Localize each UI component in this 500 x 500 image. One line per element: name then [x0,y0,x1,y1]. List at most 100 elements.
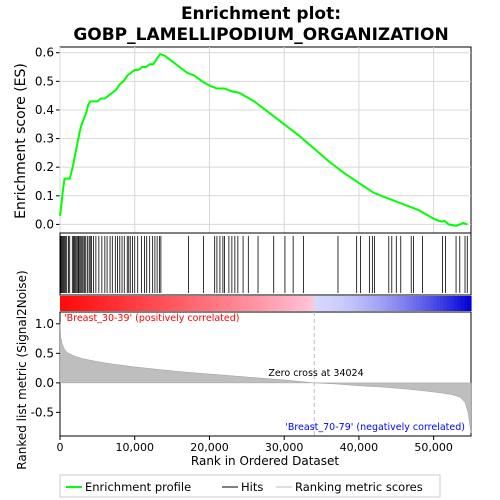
es-vertical-gridlines [59,47,435,233]
color-band-segment [83,296,88,311]
color-band-segment [292,296,297,311]
color-band-segment [227,296,232,311]
color-band-segment [405,296,410,311]
color-band-segment [450,296,455,311]
color-band-segment [467,296,472,311]
color-band-segment [200,296,205,311]
ranking-metric-area [59,322,472,434]
chart-title-line2: GOBP_LAMELLIPODIUM_ORGANIZATION [73,25,448,45]
hits-panel [59,232,472,296]
color-band-segment [186,296,191,311]
color-band-segment [128,296,133,311]
es-plot-area [59,46,472,234]
color-band-segment [60,296,65,311]
color-band-segment [457,296,462,311]
color-band-segment [183,296,188,311]
rank-y-tick-label: 1.0 [35,317,54,331]
color-band-segment [402,296,407,311]
color-band-segment [347,296,352,311]
color-band-segment [135,296,140,311]
color-band-segment [155,296,160,311]
color-band-segment [248,296,253,311]
rank-y-ticks: -0.5 0.0 0.5 1.0 [31,317,60,419]
color-band-segment [66,296,71,311]
color-band-segment [220,296,225,311]
color-band-segment [94,296,99,311]
color-band-segment [231,296,236,311]
color-band-segment [299,296,304,311]
color-band-segment [70,296,75,311]
color-band-segment [433,296,438,311]
color-band-segment [203,296,208,311]
color-band-segment [303,296,308,311]
color-band-segment [258,296,263,311]
rank-y-tick-label: 0.0 [35,376,54,390]
es-y-tick-label: 0.0 [35,217,54,231]
color-band-segment [107,296,112,311]
color-band-segment [244,296,249,311]
color-band-segment [193,296,198,311]
color-band-segment [169,296,174,311]
color-band-segment [77,296,82,311]
color-band-segment [80,296,85,311]
color-band-segment [214,296,219,311]
es-y-tick-label: 0.1 [35,189,54,203]
color-band-segment [234,296,239,311]
color-band-segment [210,296,215,311]
rank-y-tick-label: 0.5 [35,346,54,360]
color-band-segment [145,296,150,311]
color-band-segment [104,296,109,311]
color-band-segment [262,296,267,311]
zero-cross-label: Zero cross at 34024 [268,368,363,379]
color-band-segment [340,296,345,311]
color-band-segment [368,296,373,311]
color-band-segment [118,296,123,311]
color-band-segment [142,296,147,311]
color-band-segment [361,296,366,311]
color-band-segment [279,296,284,311]
legend-hits-label: Hits [241,480,263,494]
es-panel: 0.0 0.1 0.2 0.3 0.4 0.5 0.6 Enrichment score (… [13,46,472,234]
color-band-segment [131,296,136,311]
color-band-segment [197,296,202,311]
color-band-segment [460,296,465,311]
color-band-segment [138,296,143,311]
color-band-segment [97,296,102,311]
negative-correlation-label: 'Breast_70-79' (negatively correlated) [285,422,465,433]
color-band-segment [90,296,95,311]
color-band-segment [149,296,154,311]
color-band-segment [121,296,126,311]
color-band-segment [173,296,178,311]
color-band-segment [320,296,325,311]
color-band-segment [344,296,349,311]
color-band-segment [87,296,92,311]
color-band-segment [395,296,400,311]
color-band-segment [330,296,335,311]
color-band-segment [310,296,315,311]
color-band-segment [101,296,106,311]
color-band-segment [275,296,280,311]
color-band-segment [286,296,291,311]
color-band-segment [436,296,441,311]
color-band-segment [159,296,164,311]
color-band-segment [238,296,243,311]
es-y-ticks: 0.0 0.1 0.2 0.3 0.4 0.5 0.6 [35,46,60,231]
color-band-segment [423,296,428,311]
color-band-segment [241,296,246,311]
color-band-segment [447,296,452,311]
color-band-segment [179,296,184,311]
color-band-segment [429,296,434,311]
positive-correlation-label: 'Breast_30-39' (positively correlated) [64,313,240,324]
color-band-segment [217,296,222,311]
color-band-segment [327,296,332,311]
color-band-segment [114,296,119,311]
rank-y-axis-label: Ranked list metric (Signal2Noise) [15,270,29,469]
color-band-segment [73,296,78,311]
color-band-segment [381,296,386,311]
color-band-segment [323,296,328,311]
es-y-tick-label: 0.6 [35,46,54,60]
color-band-segment [443,296,448,311]
color-band-segment [176,296,181,311]
color-band-segment [453,296,458,311]
legend-enrichment-label: Enrichment profile [85,480,191,494]
